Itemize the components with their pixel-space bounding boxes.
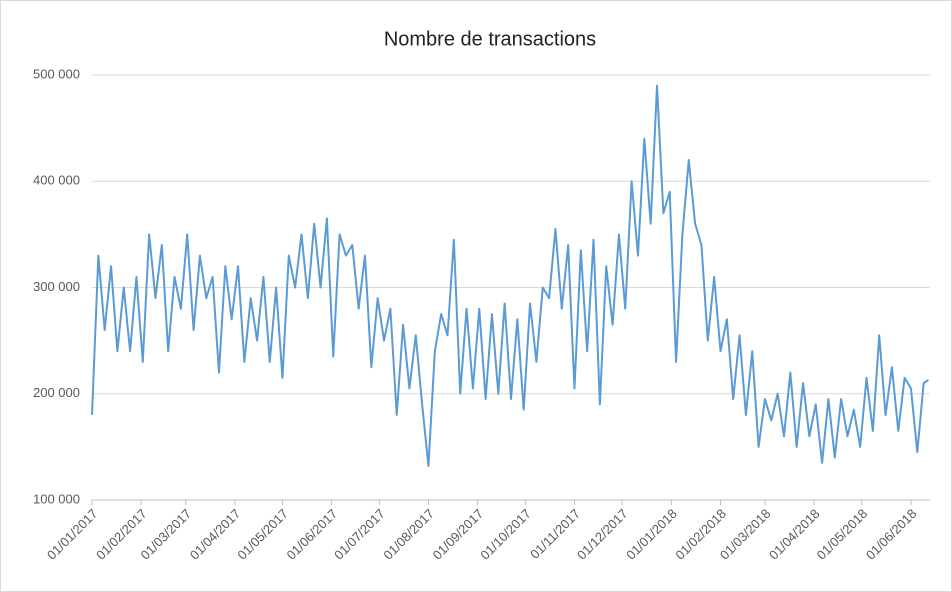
y-tick-label: 400 000 [33, 173, 80, 188]
data-line [91, 84, 929, 467]
y-tick-label: 300 000 [33, 279, 80, 294]
y-tick-label: 100 000 [33, 491, 80, 506]
y-tick-label: 500 000 [33, 66, 80, 81]
chart-title: Nombre de transactions [384, 28, 596, 50]
y-tick-label: 200 000 [33, 385, 80, 400]
